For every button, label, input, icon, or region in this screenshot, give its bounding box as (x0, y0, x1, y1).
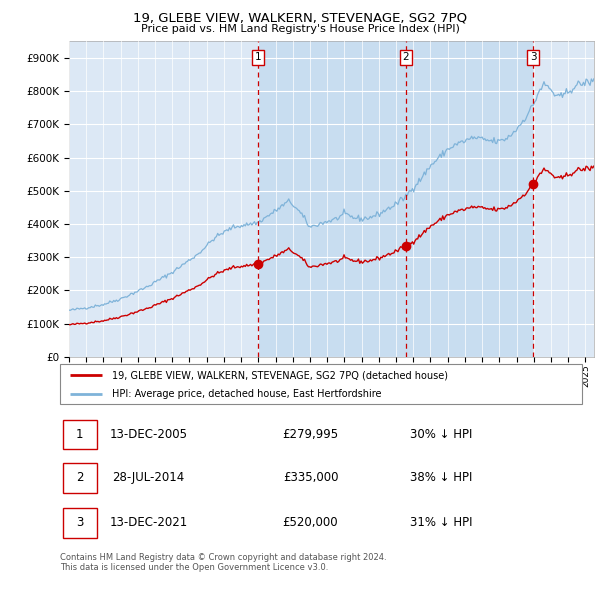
Text: 1: 1 (76, 428, 83, 441)
Text: £520,000: £520,000 (283, 516, 338, 529)
Text: 3: 3 (530, 53, 536, 63)
Text: 28-JUL-2014: 28-JUL-2014 (113, 471, 185, 484)
Text: £335,000: £335,000 (283, 471, 338, 484)
Text: 2: 2 (76, 471, 83, 484)
Text: HPI: Average price, detached house, East Hertfordshire: HPI: Average price, detached house, East… (112, 389, 382, 399)
Text: This data is licensed under the Open Government Licence v3.0.: This data is licensed under the Open Gov… (60, 563, 328, 572)
FancyBboxPatch shape (62, 463, 97, 493)
Text: 31% ↓ HPI: 31% ↓ HPI (410, 516, 472, 529)
Text: Contains HM Land Registry data © Crown copyright and database right 2024.: Contains HM Land Registry data © Crown c… (60, 553, 386, 562)
Text: 3: 3 (76, 516, 83, 529)
Text: 13-DEC-2021: 13-DEC-2021 (110, 516, 188, 529)
FancyBboxPatch shape (62, 508, 97, 537)
Text: 30% ↓ HPI: 30% ↓ HPI (410, 428, 472, 441)
Bar (406, 41, 533, 357)
FancyBboxPatch shape (60, 364, 582, 404)
Text: 2: 2 (403, 53, 409, 63)
Text: 38% ↓ HPI: 38% ↓ HPI (410, 471, 472, 484)
Text: 19, GLEBE VIEW, WALKERN, STEVENAGE, SG2 7PQ (detached house): 19, GLEBE VIEW, WALKERN, STEVENAGE, SG2 … (112, 371, 448, 381)
Text: £279,995: £279,995 (283, 428, 338, 441)
Text: Price paid vs. HM Land Registry's House Price Index (HPI): Price paid vs. HM Land Registry's House … (140, 24, 460, 34)
FancyBboxPatch shape (62, 419, 97, 450)
Text: 13-DEC-2005: 13-DEC-2005 (110, 428, 188, 441)
Text: 19, GLEBE VIEW, WALKERN, STEVENAGE, SG2 7PQ: 19, GLEBE VIEW, WALKERN, STEVENAGE, SG2 … (133, 12, 467, 25)
Text: 1: 1 (254, 53, 261, 63)
Bar (257, 41, 406, 357)
